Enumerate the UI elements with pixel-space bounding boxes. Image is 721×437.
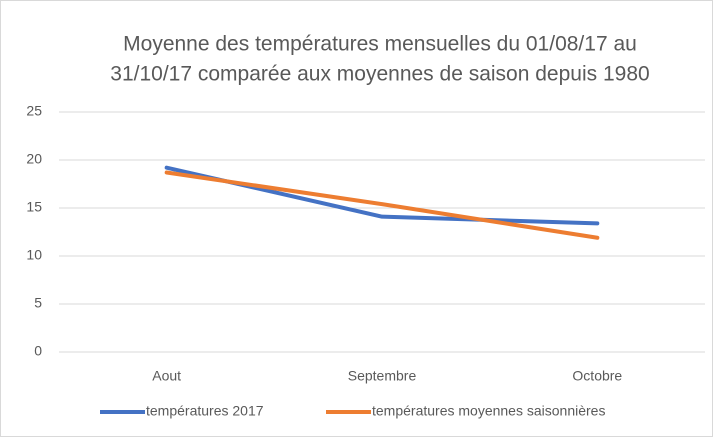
y-tick-label: 20 (26, 151, 42, 167)
y-tick-label: 25 (26, 103, 42, 119)
legend-label: températures moyennes saisonnières (372, 403, 605, 419)
series-line (164, 170, 600, 240)
chart-title: 31/10/17 comparée aux moyennes de saison… (110, 63, 649, 86)
y-tick-label: 5 (34, 295, 42, 311)
x-tick-label: Octobre (572, 368, 622, 384)
x-tick-label: Aout (152, 368, 181, 384)
x-tick-label: Septembre (348, 368, 417, 384)
y-tick-label: 15 (26, 199, 42, 215)
legend-label: températures 2017 (146, 403, 264, 419)
y-tick-label: 0 (34, 343, 42, 359)
chart-title: Moyenne des températures mensuelles du 0… (123, 33, 637, 56)
y-tick-label: 10 (26, 247, 42, 263)
